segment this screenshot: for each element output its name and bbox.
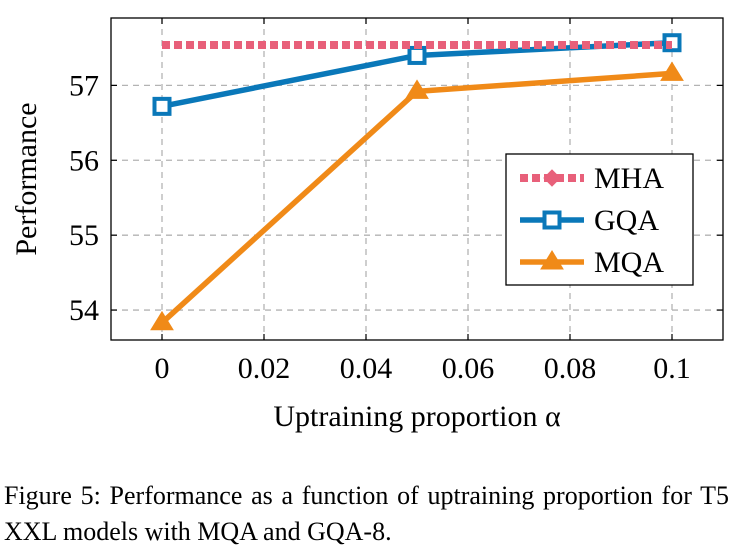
x-tick-label: 0.04 <box>340 352 393 385</box>
performance-line-chart: MHA GQA MQA 0 0.02 0.04 0.06 0.08 0.1 54 55 56 57 Up… <box>10 17 724 433</box>
data-point-gqa <box>407 45 427 65</box>
data-point-mqa <box>150 310 174 331</box>
x-tick-label: 0.06 <box>442 352 495 385</box>
legend-marker-mqa <box>540 250 564 270</box>
x-tick-label: 0.1 <box>653 352 691 385</box>
x-tick-label: 0.08 <box>544 352 597 385</box>
series-layer <box>150 33 684 331</box>
y-tick-label: 55 <box>69 219 99 252</box>
legend-label-gqa: GQA <box>594 204 659 237</box>
legend-item-gqa: GQA <box>520 204 659 237</box>
data-point-gqa <box>152 96 172 116</box>
y-tick-label: 57 <box>69 69 99 102</box>
data-point-mqa <box>405 79 429 99</box>
y-tick-label: 54 <box>69 294 99 327</box>
data-point-mqa <box>660 61 684 81</box>
legend-label-mha: MHA <box>594 162 664 195</box>
legend-label-mqa: MQA <box>594 246 664 279</box>
legend-marker-gqa <box>542 210 562 230</box>
x-tick-label: 0.02 <box>238 352 291 385</box>
x-tick-label: 0 <box>155 352 170 385</box>
legend-item-mha: MHA <box>520 162 664 195</box>
figure-caption: Figure 5: Performance as a function of u… <box>4 481 729 546</box>
axes <box>110 17 724 341</box>
legend: MHA GQA MQA <box>505 153 694 286</box>
y-axis-title: Performance <box>10 102 43 255</box>
y-tick-label: 56 <box>69 144 99 177</box>
legend-item-mqa: MQA <box>520 246 664 279</box>
series-mqa <box>150 61 684 331</box>
plot-frame <box>110 17 724 341</box>
x-axis-title: Uptraining proportion α <box>273 400 561 433</box>
axis-labels: 0 0.02 0.04 0.06 0.08 0.1 54 55 56 57 Uptraining p… <box>10 69 691 433</box>
legend-marker-mha <box>543 169 561 187</box>
